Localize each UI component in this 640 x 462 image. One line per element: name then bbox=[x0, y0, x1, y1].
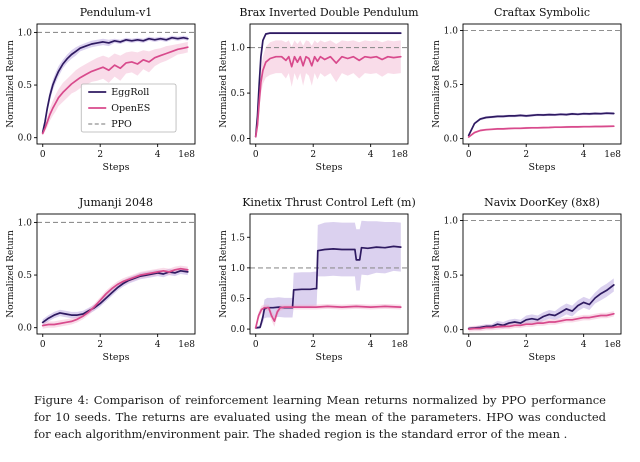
svg-text:Normalized Return: Normalized Return bbox=[6, 40, 16, 128]
svg-text:4: 4 bbox=[580, 340, 586, 350]
svg-text:0.0: 0.0 bbox=[230, 325, 245, 335]
chart-pendulum-v1: Pendulum-v1 0 2 4 0.0 0.5 1.0 1e8 Steps Normalize… bbox=[6, 6, 195, 173]
svg-text:Jumanji 2048: Jumanji 2048 bbox=[78, 196, 153, 209]
svg-text:Pendulum-v1: Pendulum-v1 bbox=[79, 6, 152, 19]
svg-text:2: 2 bbox=[310, 340, 316, 350]
svg-text:0.5: 0.5 bbox=[17, 271, 32, 281]
svg-text:1.0: 1.0 bbox=[443, 26, 458, 36]
svg-text:Kinetix Thrust Control Left (m: Kinetix Thrust Control Left (m) bbox=[242, 196, 416, 209]
svg-text:0.5: 0.5 bbox=[230, 89, 245, 99]
svg-text:Normalized Return: Normalized Return bbox=[6, 230, 16, 318]
chart-kinetix-thrust-control-left: Kinetix Thrust Control Left (m) 0 2 4 0.0 0.5… bbox=[219, 196, 416, 363]
svg-text:1.0: 1.0 bbox=[230, 264, 245, 274]
svg-text:Steps: Steps bbox=[102, 162, 129, 173]
svg-text:1e8: 1e8 bbox=[178, 340, 195, 350]
svg-text:Steps: Steps bbox=[102, 352, 129, 363]
svg-text:EggRoll: EggRoll bbox=[111, 87, 149, 98]
svg-text:4: 4 bbox=[154, 340, 160, 350]
svg-text:4: 4 bbox=[154, 150, 160, 160]
svg-text:4: 4 bbox=[367, 150, 373, 160]
chart-brax-inverted-double-pendulum: Brax Inverted Double Pendulum 0 2 4 0.0 0.5 1.… bbox=[219, 6, 419, 173]
svg-text:1.0: 1.0 bbox=[443, 217, 458, 227]
svg-text:1e8: 1e8 bbox=[391, 340, 408, 350]
figure-caption: Figure 4: Comparison of reinforcement le… bbox=[34, 393, 606, 442]
svg-text:2: 2 bbox=[523, 150, 529, 160]
svg-text:4: 4 bbox=[367, 340, 373, 350]
svg-text:0.0: 0.0 bbox=[443, 135, 458, 145]
svg-text:2: 2 bbox=[97, 340, 103, 350]
svg-text:0.0: 0.0 bbox=[17, 134, 32, 144]
chart-craftax-symbolic: Craftax Symbolic 0 2 4 0.0 0.5 1.0 1e8 Steps Norm… bbox=[432, 6, 621, 173]
svg-text:0.5: 0.5 bbox=[17, 81, 32, 91]
svg-text:0.5: 0.5 bbox=[443, 81, 458, 91]
svg-text:1.5: 1.5 bbox=[230, 233, 245, 243]
svg-text:0: 0 bbox=[252, 150, 258, 160]
svg-text:Craftax Symbolic: Craftax Symbolic bbox=[493, 6, 589, 19]
svg-text:2: 2 bbox=[523, 340, 529, 350]
svg-text:0.5: 0.5 bbox=[230, 294, 245, 304]
svg-text:1e8: 1e8 bbox=[604, 150, 621, 160]
svg-text:2: 2 bbox=[310, 150, 316, 160]
svg-text:0: 0 bbox=[39, 150, 45, 160]
svg-text:Normalized Return: Normalized Return bbox=[432, 40, 442, 128]
chart-navix-doorkey-8x8: Navix DoorKey (8x8) 0 2 4 0.0 0.5 1.0 1e8 Steps N… bbox=[432, 196, 621, 363]
svg-text:1e8: 1e8 bbox=[391, 150, 408, 160]
svg-text:0: 0 bbox=[465, 150, 471, 160]
svg-text:2: 2 bbox=[97, 150, 103, 160]
svg-text:0.5: 0.5 bbox=[443, 271, 458, 281]
svg-text:4: 4 bbox=[580, 150, 586, 160]
svg-text:1e8: 1e8 bbox=[604, 340, 621, 350]
svg-text:0: 0 bbox=[465, 340, 471, 350]
svg-text:0.0: 0.0 bbox=[230, 135, 245, 145]
svg-text:OpenES: OpenES bbox=[111, 103, 150, 114]
svg-text:0.0: 0.0 bbox=[17, 324, 32, 334]
svg-text:1.0: 1.0 bbox=[17, 28, 32, 38]
svg-text:0: 0 bbox=[39, 340, 45, 350]
chart-jumanji-2048: Jumanji 2048 0 2 4 0.0 0.5 1.0 1e8 Steps Normaliz… bbox=[6, 196, 195, 363]
svg-text:Steps: Steps bbox=[315, 352, 342, 363]
svg-text:Normalized Return: Normalized Return bbox=[219, 230, 229, 318]
svg-text:Steps: Steps bbox=[315, 162, 342, 173]
svg-text:PPO: PPO bbox=[111, 119, 132, 130]
svg-text:Steps: Steps bbox=[528, 162, 555, 173]
svg-text:Navix DoorKey (8x8): Navix DoorKey (8x8) bbox=[484, 196, 600, 209]
figure-grid: Pendulum-v1 0 2 4 0.0 0.5 1.0 1e8 Steps Normalize… bbox=[6, 6, 621, 363]
svg-text:1.0: 1.0 bbox=[17, 218, 32, 228]
figure-4-panel: Pendulum-v1 0 2 4 0.0 0.5 1.0 1e8 Steps Normalize… bbox=[6, 6, 621, 442]
svg-text:0.0: 0.0 bbox=[443, 326, 458, 336]
svg-text:Normalized Return: Normalized Return bbox=[432, 230, 442, 318]
svg-text:0: 0 bbox=[252, 340, 258, 350]
svg-text:Normalized Return: Normalized Return bbox=[219, 40, 229, 128]
svg-text:1e8: 1e8 bbox=[178, 150, 195, 160]
svg-text:Brax Inverted Double Pendulum: Brax Inverted Double Pendulum bbox=[239, 6, 419, 19]
svg-text:1.0: 1.0 bbox=[230, 44, 245, 54]
svg-text:Steps: Steps bbox=[528, 352, 555, 363]
